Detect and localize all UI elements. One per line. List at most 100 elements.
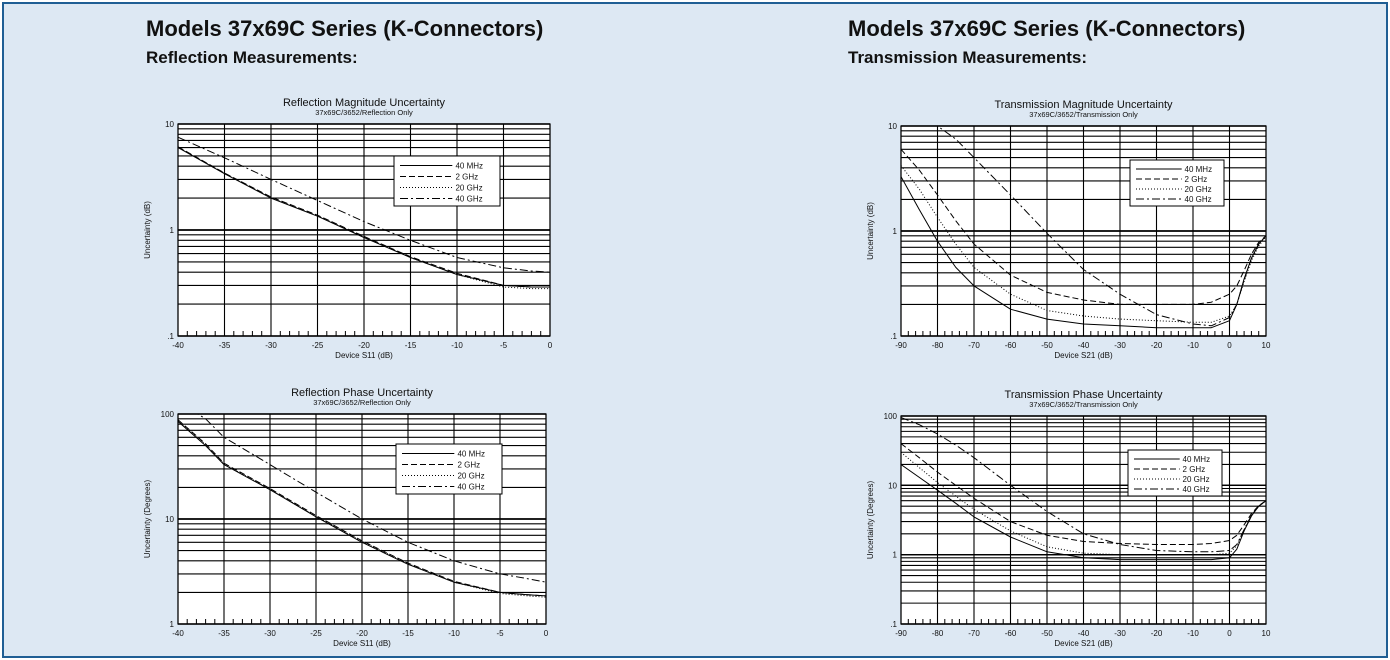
x-tick-label: -25 [310, 629, 322, 638]
legend-label: 20 GHz [1185, 185, 1212, 194]
legend-label: 40 MHz [457, 450, 485, 459]
series-line-40-mhz [901, 464, 1266, 561]
y-tick-label: 1 [893, 551, 898, 560]
legend-label: 20 GHz [457, 472, 484, 481]
reflection-phase-chart: Reflection Phase Uncertainty37x69C/3652/… [143, 387, 549, 648]
series-line-2-ghz [178, 419, 546, 597]
left-column-title: Models 37x69C Series (K-Connectors) [146, 16, 544, 41]
legend-label: 20 GHz [1183, 475, 1210, 484]
legend-label: 40 MHz [1185, 165, 1213, 174]
y-tick-label: 10 [888, 122, 897, 131]
chart-title: Reflection Magnitude Uncertainty [283, 97, 446, 109]
legend-label: 40 GHz [457, 483, 484, 492]
legend-label: 2 GHz [1185, 175, 1208, 184]
x-tick-label: -80 [932, 341, 944, 350]
x-tick-label: -10 [448, 629, 460, 638]
x-tick-label: -35 [219, 341, 231, 350]
series-line-20-ghz [178, 146, 550, 290]
x-tick-label: -30 [1114, 629, 1126, 638]
x-tick-label: -40 [1078, 629, 1090, 638]
x-tick-label: -20 [1151, 341, 1163, 350]
series-line-40-ghz [178, 136, 550, 273]
plot-frame [177, 413, 547, 625]
legend-box [393, 155, 501, 207]
x-tick-label: 0 [1227, 629, 1232, 638]
legend-label: 20 GHz [455, 184, 482, 193]
x-tick-label: 10 [1262, 629, 1271, 638]
y-tick-label: 1 [170, 226, 175, 235]
legend-label: 2 GHz [455, 173, 478, 182]
legend-label: 40 MHz [455, 162, 483, 171]
x-tick-label: -70 [968, 629, 980, 638]
y-tick-label: 10 [165, 515, 174, 524]
y-axis-label: Uncertainty (Degrees) [143, 480, 152, 559]
series-line-40-ghz [196, 414, 546, 583]
chart-title: Transmission Phase Uncertainty [1005, 389, 1163, 401]
x-tick-label: -90 [895, 341, 907, 350]
legend-label: 40 GHz [455, 195, 482, 204]
series-line-2-ghz [901, 443, 1266, 545]
x-tick-label: 0 [1227, 341, 1232, 350]
y-tick-label: .1 [890, 620, 897, 629]
x-tick-label: -20 [1151, 629, 1163, 638]
reflection-magnitude-chart: Reflection Magnitude Uncertainty37x69C/3… [143, 97, 553, 360]
legend-box [1127, 449, 1223, 497]
x-tick-label: -40 [172, 629, 184, 638]
x-axis-label: Device S11 (dB) [333, 639, 391, 648]
x-axis-label: Device S11 (dB) [335, 351, 393, 360]
x-tick-label: 10 [1262, 341, 1271, 350]
x-tick-label: -20 [358, 341, 370, 350]
x-tick-label: -15 [405, 341, 417, 350]
x-tick-label: -50 [1041, 629, 1053, 638]
y-tick-label: .1 [890, 332, 897, 341]
series-line-20-ghz [901, 165, 1266, 323]
legend-box [395, 443, 503, 495]
x-tick-label: -10 [451, 341, 463, 350]
x-tick-label: -90 [895, 629, 907, 638]
series-line-20-ghz [901, 451, 1266, 556]
y-tick-label: 1 [893, 227, 898, 236]
legend-label: 2 GHz [457, 461, 480, 470]
legend-label: 40 GHz [1185, 195, 1212, 204]
y-tick-label: 100 [161, 410, 175, 419]
x-tick-label: -80 [932, 629, 944, 638]
legend-box [1129, 159, 1225, 207]
x-tick-label: -15 [402, 629, 414, 638]
x-tick-label: -40 [1078, 341, 1090, 350]
x-tick-label: -35 [218, 629, 230, 638]
x-tick-label: -10 [1187, 341, 1199, 350]
chart-subtitle: 37x69C/3652/Reflection Only [315, 108, 413, 117]
y-tick-label: .1 [167, 332, 174, 341]
x-tick-label: -50 [1041, 341, 1053, 350]
y-axis-label: Uncertainty (Degrees) [866, 481, 875, 560]
chart-subtitle: 37x69C/3652/Transmission Only [1029, 110, 1138, 119]
chart-legend: 40 MHz 2 GHz 20 GHz 40 GHz [395, 443, 503, 495]
x-axis-label: Device S21 (dB) [1054, 639, 1113, 648]
left-column-subtitle: Reflection Measurements: [146, 48, 358, 67]
legend-label: 2 GHz [1183, 465, 1206, 474]
x-tick-label: -40 [172, 341, 184, 350]
y-tick-label: 10 [165, 120, 174, 129]
chart-subtitle: 37x69C/3652/Transmission Only [1029, 400, 1138, 409]
x-tick-label: 0 [548, 341, 553, 350]
plot-frame [177, 123, 551, 337]
series-line-20-ghz [178, 420, 546, 598]
legend-label: 40 MHz [1183, 455, 1211, 464]
chart-title: Transmission Magnitude Uncertainty [994, 99, 1173, 111]
x-tick-label: -5 [496, 629, 504, 638]
chart-subtitle: 37x69C/3652/Reflection Only [313, 398, 411, 407]
chart-title: Reflection Phase Uncertainty [291, 387, 433, 399]
y-tick-label: 10 [888, 481, 897, 490]
x-tick-label: -30 [265, 341, 277, 350]
transmission-phase-chart: Transmission Phase Uncertainty37x69C/365… [866, 389, 1271, 648]
legend-label: 40 GHz [1183, 485, 1210, 494]
x-tick-label: -10 [1187, 629, 1199, 638]
x-tick-label: -60 [1005, 629, 1017, 638]
x-tick-label: -30 [264, 629, 276, 638]
x-tick-label: -5 [500, 341, 508, 350]
series-line-40-mhz [178, 147, 550, 288]
transmission-magnitude-chart: Transmission Magnitude Uncertainty37x69C… [866, 99, 1271, 360]
chart-legend: 40 MHz 2 GHz 20 GHz 40 GHz [393, 155, 501, 207]
